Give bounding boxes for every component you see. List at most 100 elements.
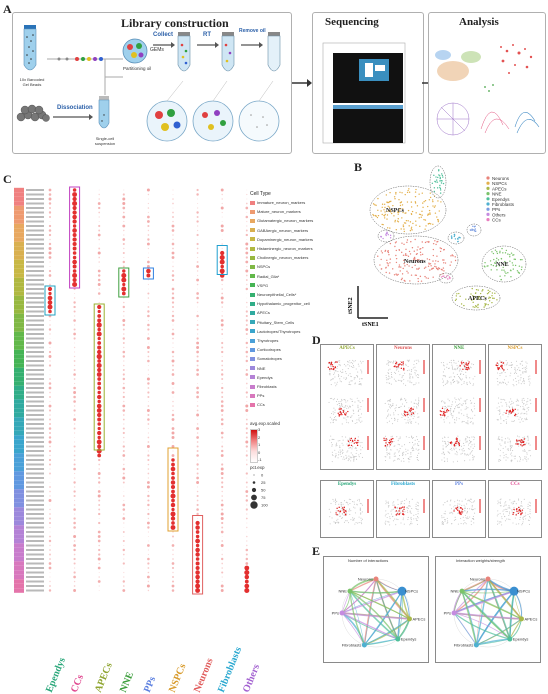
- feature-point: [351, 456, 353, 458]
- feature-point: [407, 507, 409, 509]
- feature-point: [449, 512, 451, 514]
- dot: [246, 513, 248, 515]
- feature-point: [456, 365, 458, 367]
- feature-point: [447, 398, 449, 400]
- feature-point: [404, 418, 406, 420]
- dot: [49, 513, 51, 515]
- tsne-point: [437, 176, 439, 179]
- dot: [74, 499, 76, 502]
- feature-point: [405, 454, 407, 456]
- feature-point: [466, 408, 468, 410]
- dot: [196, 346, 200, 349]
- dot: [73, 571, 76, 574]
- network-edge: [476, 638, 510, 646]
- dot: [49, 445, 51, 448]
- dot: [98, 553, 101, 556]
- feature-point: [511, 400, 513, 402]
- dot: [48, 188, 52, 192]
- tsne-point: [453, 233, 456, 236]
- dot: [98, 518, 100, 519]
- tsne-point: [393, 211, 395, 213]
- tsne-point: [387, 265, 389, 267]
- dot: [196, 364, 199, 367]
- feature-point: [414, 439, 416, 441]
- dot: [98, 193, 100, 196]
- dot: [196, 188, 199, 192]
- tsne-point: [439, 186, 441, 189]
- tsne-point: [395, 249, 398, 252]
- feature-point: [466, 381, 468, 383]
- dot: [72, 224, 77, 228]
- feature-point: [443, 440, 445, 443]
- feature-point: [449, 504, 451, 506]
- feature-point: [348, 458, 350, 461]
- tsne-point: [418, 193, 420, 195]
- tsne-point: [507, 253, 509, 255]
- row-color-bar: [14, 394, 24, 400]
- feature-point-high: [442, 411, 444, 413]
- dot: [195, 543, 200, 548]
- feature-point: [345, 419, 347, 421]
- feature-point: [356, 397, 358, 399]
- feature-point-high: [514, 408, 516, 411]
- feature-point: [510, 461, 512, 463]
- dot: [147, 224, 150, 228]
- feature-point: [523, 413, 525, 415]
- dot: [147, 382, 150, 385]
- feature-point: [402, 457, 404, 460]
- tsne-cluster-6: [466, 223, 482, 237]
- tsne-point: [415, 188, 417, 191]
- dot: [221, 234, 223, 236]
- tsne-point: [395, 261, 398, 264]
- feature-point: [447, 405, 449, 407]
- feature-point: [386, 448, 388, 450]
- feature-point: [359, 445, 362, 447]
- tsne-point: [505, 272, 507, 275]
- feature-point: [463, 442, 465, 445]
- scale-tick: 0: [258, 449, 261, 455]
- feature-point: [362, 400, 364, 402]
- dot: [221, 221, 223, 222]
- tsne-point: [487, 289, 489, 292]
- legend-swatch: [250, 338, 255, 343]
- feature-point: [462, 373, 464, 376]
- dot: [73, 445, 76, 448]
- tsne-point: [406, 241, 408, 244]
- tsne-point: [513, 258, 515, 260]
- feature-point: [329, 370, 331, 372]
- feature-point: [399, 437, 401, 439]
- dot: [73, 459, 76, 461]
- feature-point: [405, 384, 407, 386]
- feature-point: [510, 398, 512, 400]
- feature-point: [450, 405, 452, 407]
- network-edge: [364, 618, 410, 646]
- feature-point-high: [454, 442, 457, 444]
- tsne-point: [417, 277, 419, 280]
- feature-point: [441, 521, 443, 523]
- feature-point: [391, 376, 393, 378]
- feature-point: [344, 417, 346, 419]
- feature-point-high: [467, 362, 470, 365]
- dot: [219, 273, 225, 278]
- tsne-point: [373, 214, 375, 217]
- network-node-label: NNE: [451, 589, 460, 594]
- feature-point: [338, 451, 340, 453]
- row-color-bar: [14, 246, 24, 251]
- tsne-point: [436, 241, 438, 243]
- dot: [123, 527, 125, 528]
- row-color-bar: [14, 345, 24, 350]
- gem-tube-icon: [177, 32, 191, 72]
- tsne-point: [474, 228, 477, 230]
- dot: [245, 269, 249, 273]
- dot: [122, 265, 125, 268]
- dot: [98, 590, 100, 591]
- feature-point: [357, 410, 359, 412]
- feature-point: [401, 416, 403, 418]
- feature-point: [415, 448, 417, 450]
- feature-point: [408, 458, 410, 460]
- dot: [171, 562, 175, 565]
- feature-point: [396, 511, 399, 513]
- feature-point: [360, 383, 362, 385]
- tsne-point: [400, 266, 402, 268]
- feature-point: [392, 520, 394, 522]
